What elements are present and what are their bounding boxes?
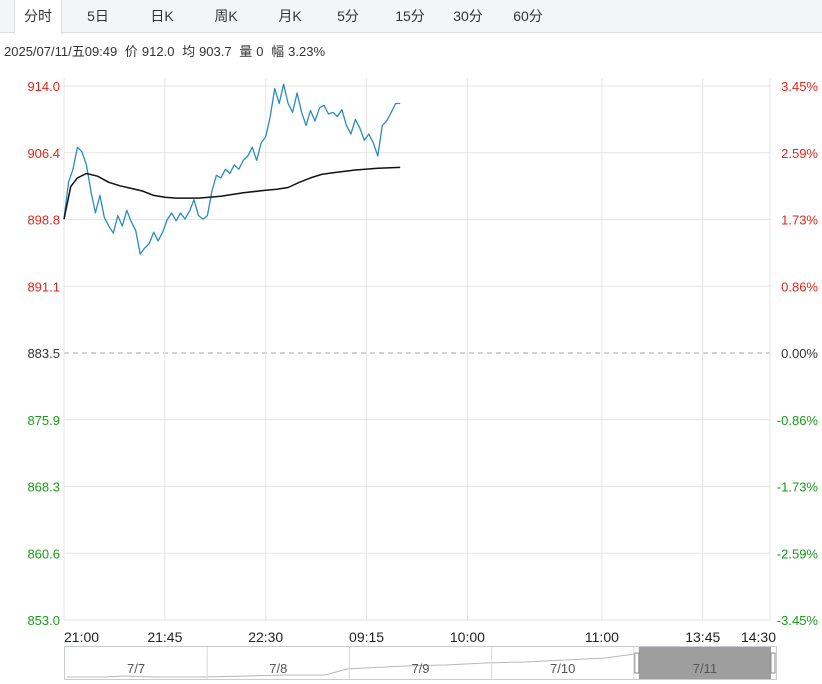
avg-value: 903.7 — [199, 44, 232, 59]
tab-2[interactable]: 日K — [150, 8, 174, 24]
y-tick-label: 860.6 — [27, 546, 60, 561]
x-tick-label: 14:30 — [741, 629, 776, 645]
pct-tick-label: 2.59% — [781, 146, 818, 161]
y-tick-label: 898.8 — [27, 213, 60, 228]
y-tick-label: 853.0 — [27, 613, 60, 628]
amplitude-label: 幅 — [271, 44, 285, 59]
tab-0[interactable]: 分时 — [14, 0, 62, 34]
pct-tick-label: -0.86% — [777, 413, 819, 428]
y-tick-label: 868.3 — [27, 480, 60, 495]
x-tick-label: 11:00 — [585, 629, 619, 645]
tab-1[interactable]: 5日 — [87, 8, 109, 24]
pct-tick-label: -2.59% — [777, 546, 819, 561]
amplitude-value: 3.23% — [288, 44, 326, 59]
intraday-chart[interactable]: 914.0 3.45% 906.4 2.59% 898.8 1.73% 891.1 0.86%… — [0, 70, 822, 646]
date-navigator[interactable]: 7/7 7/8 7/9 7/10 7/11 — [64, 646, 777, 680]
navigator-trend — [67, 649, 766, 678]
tab-6[interactable]: 15分 — [395, 8, 425, 24]
pct-tick-label: -3.45% — [777, 613, 819, 628]
avg-price-line — [63, 166, 401, 220]
navigator-left-handle[interactable] — [634, 652, 640, 674]
pct-tick-label: 0.86% — [781, 279, 818, 294]
y-tick-label: 891.1 — [27, 279, 60, 294]
x-tick-label: 22:30 — [248, 629, 283, 645]
navigator-day-label[interactable]: 7/11 — [693, 661, 717, 676]
pct-tick-label: 0.00% — [781, 346, 818, 361]
x-tick-label: 21:45 — [147, 629, 182, 645]
tab-4[interactable]: 月K — [278, 8, 302, 24]
x-tick-label: 21:00 — [64, 629, 99, 645]
x-tick-label: 09:15 — [349, 629, 384, 645]
period-tab-bar: 分时 5日 日K 周K 月K 5分 15分 30分 60分 — [0, 0, 822, 34]
pct-tick-label: 3.45% — [781, 79, 818, 94]
navigator-day-label[interactable]: 7/9 — [411, 661, 429, 676]
price-line — [63, 83, 401, 255]
pct-tick-label: 1.73% — [781, 213, 818, 228]
navigator-day-label[interactable]: 7/7 — [127, 661, 145, 676]
y-tick-label: 875.9 — [27, 413, 60, 428]
price-label: 价 — [124, 44, 138, 59]
tab-8[interactable]: 60分 — [513, 8, 543, 24]
y-tick-label: 883.5 — [27, 346, 60, 361]
tab-3[interactable]: 周K — [214, 8, 238, 24]
tab-5[interactable]: 5分 — [337, 8, 359, 24]
x-tick-label: 13:45 — [685, 629, 720, 645]
navigator-day-label[interactable]: 7/8 — [269, 661, 287, 676]
y-tick-label: 914.0 — [27, 79, 60, 94]
navigator-right-handle[interactable] — [770, 652, 776, 674]
navigator-day-label[interactable]: 7/10 — [550, 661, 575, 676]
volume-label: 量 — [239, 44, 253, 59]
navigator-track[interactable]: 7/7 7/8 7/9 7/10 7/11 — [65, 647, 776, 679]
navigator-selection[interactable] — [638, 647, 771, 679]
pct-tick-label: -1.73% — [777, 480, 819, 495]
tab-7[interactable]: 30分 — [453, 8, 483, 24]
price-value: 912.0 — [141, 44, 175, 59]
avg-label: 均 — [182, 44, 196, 59]
y-tick-label: 906.4 — [27, 146, 60, 161]
quote-datetime: 2025/07/11/五09:49 — [4, 44, 118, 59]
volume-value: 0 — [256, 44, 264, 59]
x-tick-label: 10:00 — [450, 629, 485, 645]
